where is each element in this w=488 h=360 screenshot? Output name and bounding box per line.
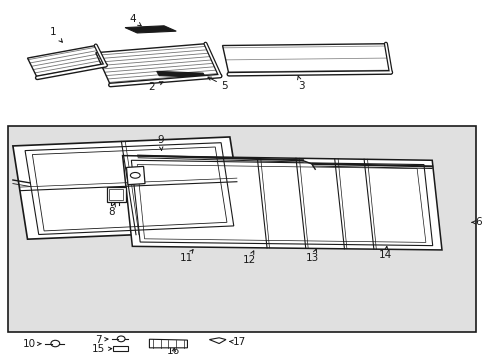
Polygon shape xyxy=(149,339,187,348)
Text: 15: 15 xyxy=(91,344,112,354)
Text: 3: 3 xyxy=(297,76,304,91)
Text: 17: 17 xyxy=(229,337,246,347)
Bar xyxy=(113,346,128,351)
Polygon shape xyxy=(222,44,390,74)
Text: 5: 5 xyxy=(207,77,228,91)
Bar xyxy=(8,126,475,332)
Text: 8: 8 xyxy=(108,203,115,217)
Text: 6: 6 xyxy=(471,217,481,227)
Text: 7: 7 xyxy=(95,334,108,345)
Polygon shape xyxy=(96,44,220,85)
Bar xyxy=(107,187,125,202)
Text: 9: 9 xyxy=(157,135,163,150)
Text: 1: 1 xyxy=(50,27,62,42)
Text: 16: 16 xyxy=(167,346,180,356)
Polygon shape xyxy=(122,156,441,250)
Text: 13: 13 xyxy=(305,249,319,263)
Text: 12: 12 xyxy=(242,251,256,265)
Polygon shape xyxy=(209,338,225,343)
Polygon shape xyxy=(157,71,205,77)
Text: 10: 10 xyxy=(22,339,41,349)
Polygon shape xyxy=(13,137,244,239)
Text: 4: 4 xyxy=(129,14,141,26)
Polygon shape xyxy=(27,45,105,78)
Text: 11: 11 xyxy=(179,250,193,263)
Bar xyxy=(109,189,123,201)
Text: 2: 2 xyxy=(148,82,163,92)
Polygon shape xyxy=(126,166,145,185)
Text: 14: 14 xyxy=(379,246,392,260)
Polygon shape xyxy=(125,26,176,33)
